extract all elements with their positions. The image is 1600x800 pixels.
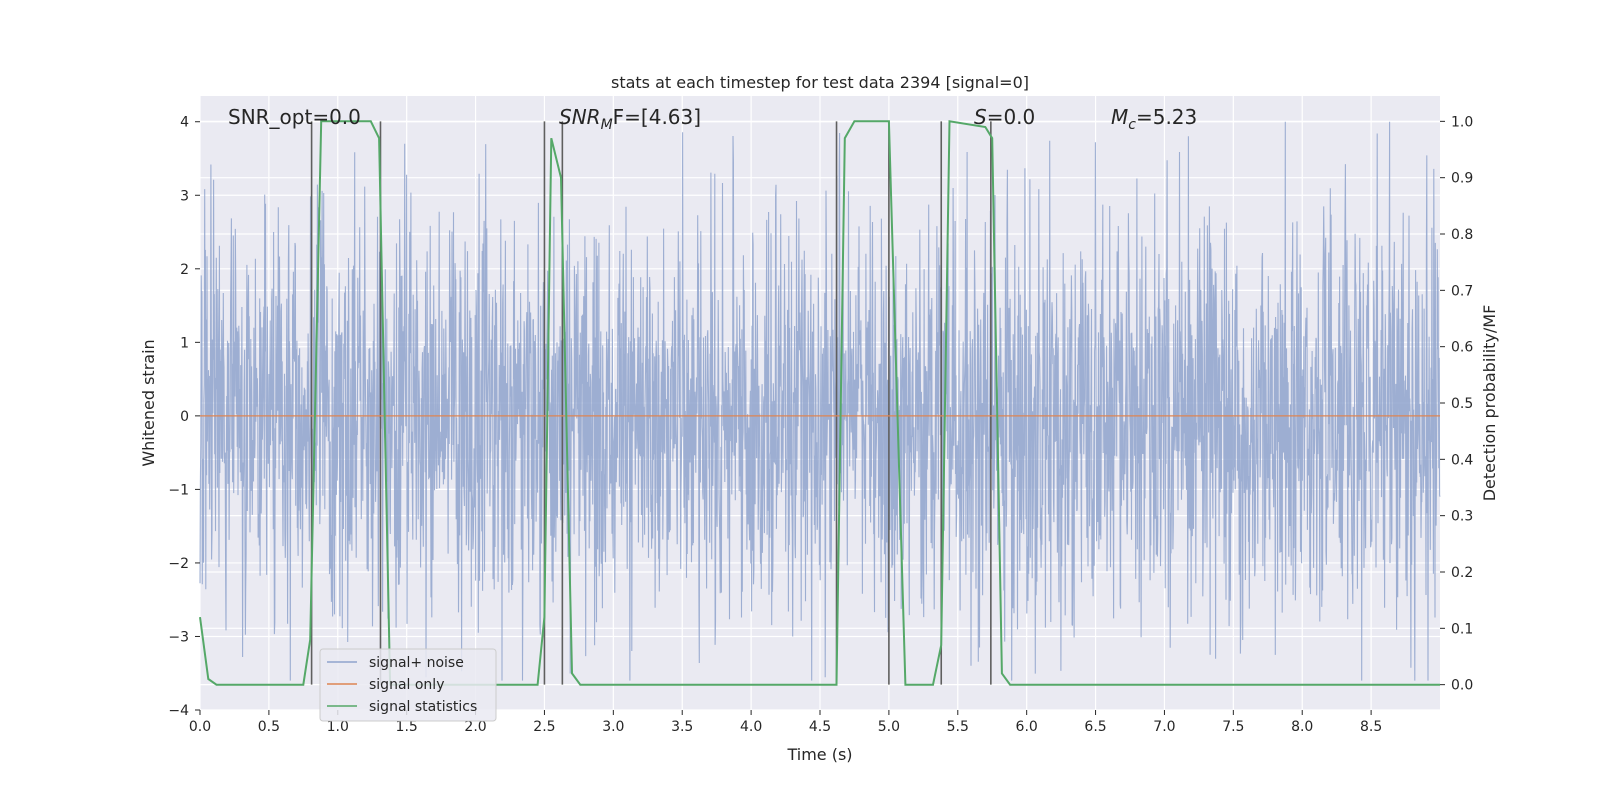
legend-box — [319, 648, 497, 722]
series-lines — [199, 120, 1440, 686]
annotation-mc: Mc=5.23 — [1111, 105, 1197, 133]
y-tick-label: 0 — [180, 409, 189, 425]
x-tick-label: 3.5 — [671, 719, 693, 735]
x-tick-label: 2.0 — [464, 719, 486, 735]
x-tick-label: 4.5 — [809, 719, 831, 735]
y-tick-label: −3 — [168, 629, 189, 645]
legend-label-signal-noise: signal+ noise — [369, 655, 464, 671]
x-tick-label: 7.0 — [1153, 719, 1175, 735]
x-tick-label: 3.0 — [602, 719, 624, 735]
annotation-s: S=0.0 — [974, 105, 1035, 129]
y2-tick-label: 0.7 — [1451, 283, 1473, 299]
x-ticks: 0.0 0.5 1.0 1.5 2.0 2.5 3.0 3.5 4.0 4.5 5.0 5.5 6.0 6… — [189, 710, 1382, 735]
y-tick-label: −2 — [168, 556, 189, 572]
y2-tick-label: 0.2 — [1451, 565, 1473, 581]
y-tick-label: 2 — [180, 262, 189, 278]
x-tick-label: 6.5 — [1084, 719, 1106, 735]
series-signal-noise — [199, 121, 1441, 681]
y2-tick-label: 0.5 — [1451, 396, 1473, 412]
x-tick-label: 2.5 — [533, 719, 555, 735]
x-tick-label: 1.0 — [327, 719, 349, 735]
legend-label-signal-only: signal only — [369, 677, 444, 693]
x-tick-label: 0.5 — [258, 719, 280, 735]
x-tick-label: 7.5 — [1222, 719, 1244, 735]
x-tick-label: 5.0 — [878, 719, 900, 735]
y2-tick-label: 0.3 — [1451, 509, 1473, 525]
x-tick-label: 8.0 — [1291, 719, 1313, 735]
y2-ticks: 1.0 0.9 0.8 0.7 0.6 0.5 0.4 0.3 0.2 0.1 0.0 — [1440, 114, 1473, 694]
y-tick-label: 3 — [180, 188, 189, 204]
y-tick-label: 1 — [180, 335, 189, 351]
y-ticks: 4 3 2 1 0 −1 −2 −3 −4 — [168, 115, 200, 719]
x-tick-label: 8.5 — [1360, 719, 1382, 735]
y2-tick-label: 0.1 — [1451, 621, 1473, 637]
annotation-snr-mf: SNRMF=[4.63] — [559, 105, 701, 133]
y-tick-label: 4 — [180, 115, 189, 131]
y-tick-label: −1 — [168, 482, 189, 498]
y2-tick-label: 0.4 — [1451, 452, 1473, 468]
y2-tick-label: 0.8 — [1451, 227, 1473, 243]
legend: signal+ noise signal only signal statist… — [319, 648, 497, 722]
x-tick-label: 1.5 — [396, 719, 418, 735]
y2-tick-label: 0.9 — [1451, 171, 1473, 187]
x-tick-label: 0.0 — [189, 719, 211, 735]
x-tick-label: 5.5 — [947, 719, 969, 735]
series-line-signal-noise — [199, 121, 1441, 681]
y-tick-label: −4 — [168, 703, 189, 719]
chart-title: stats at each timestep for test data 239… — [611, 73, 1029, 92]
series-line-signal-statistics — [199, 120, 1440, 686]
y2-tick-label: 0.6 — [1451, 340, 1473, 356]
y2-tick-label: 0.0 — [1451, 678, 1473, 694]
x-tick-label: 6.0 — [1016, 719, 1038, 735]
y2-axis-label: Detection probability/MF — [1480, 305, 1499, 502]
annotation-snr-opt: SNR_opt=0.0 — [228, 105, 361, 129]
y-axis-label: Whitened strain — [139, 339, 158, 466]
y2-tick-label: 1.0 — [1451, 114, 1473, 130]
legend-label-signal-statistics: signal statistics — [369, 699, 477, 715]
x-axis-label: Time (s) — [786, 745, 852, 764]
x-tick-label: 4.0 — [740, 719, 762, 735]
